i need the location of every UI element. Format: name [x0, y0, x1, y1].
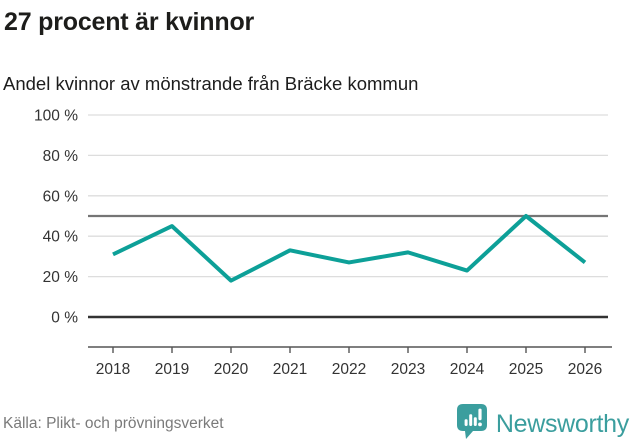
- y-tick-label: 80 %: [43, 148, 79, 165]
- chart-title: 27 procent är kvinnor: [4, 8, 255, 36]
- chart-footer: Källa: Plikt- och prövningsverket Newswo…: [0, 403, 631, 445]
- newsworthy-logo-text: Newsworthy: [495, 409, 629, 438]
- newsworthy-logo[interactable]: Newsworthy: [456, 403, 629, 445]
- y-tick-label: 20 %: [43, 269, 79, 286]
- line-chart: 0 % 20 % 40 % 60 % 80 % 100 % 2018 2019 2020 2021…: [0, 104, 631, 401]
- y-tick-label: 60 %: [43, 188, 79, 205]
- source-text: Källa: Plikt- och prövningsverket: [3, 415, 224, 432]
- y-tick-label: 0 %: [51, 309, 78, 326]
- line-chart-svg: 0 % 20 % 40 % 60 % 80 % 100 % 2018 2019 2020 2021…: [34, 107, 612, 378]
- y-tick-label: 40 %: [43, 228, 79, 245]
- x-tick-label: 2021: [273, 361, 307, 378]
- x-tick-label: 2024: [450, 361, 485, 378]
- newsworthy-logo-icon: [456, 403, 489, 445]
- x-tick-label: 2025: [509, 361, 543, 378]
- data-series-line: [112, 213, 587, 283]
- x-tick-label: 2023: [391, 361, 425, 378]
- chart-subtitle: Andel kvinnor av mönstrande från Bräcke …: [3, 72, 419, 94]
- x-tick-label: 2018: [96, 361, 130, 378]
- x-tick-label: 2019: [155, 361, 189, 378]
- x-tick-label: 2026: [568, 361, 602, 378]
- y-tick-label: 100 %: [34, 107, 78, 124]
- x-tick-label: 2022: [332, 361, 366, 378]
- x-tick-label: 2020: [214, 361, 249, 378]
- chart-page: 27 procent är kvinnor Andel kvinnor av m…: [0, 8, 631, 447]
